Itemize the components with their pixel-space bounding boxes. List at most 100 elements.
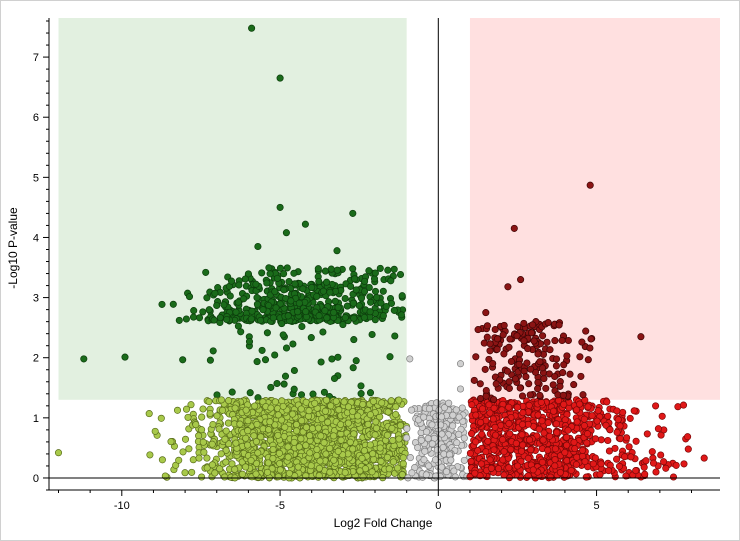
data-point-up-not-significant xyxy=(580,422,588,430)
data-point-significant-down xyxy=(273,274,281,282)
data-point-significant-up xyxy=(520,319,528,327)
data-point-significant-down xyxy=(276,203,284,211)
data-point-neutral xyxy=(450,467,458,475)
y-tick-label: 7 xyxy=(33,52,39,64)
data-point-down-not-significant xyxy=(254,449,262,457)
data-point-up-not-significant xyxy=(632,467,640,475)
data-point-up-not-significant xyxy=(684,445,692,453)
data-point-up-not-significant xyxy=(484,437,492,445)
data-point-significant-down xyxy=(271,351,279,359)
data-point-down-not-significant xyxy=(340,398,348,406)
data-point-neutral xyxy=(438,430,446,438)
data-point-up-not-significant xyxy=(544,419,552,427)
data-point-significant-up xyxy=(586,344,594,352)
data-point-significant-down xyxy=(265,264,273,272)
data-point-significant-down xyxy=(254,242,262,251)
data-point-significant-up xyxy=(527,365,535,373)
data-point-up-not-significant xyxy=(518,420,527,429)
data-point-down-not-significant xyxy=(195,454,203,462)
data-point-significant-down xyxy=(258,346,266,354)
data-point-up-not-significant xyxy=(560,400,568,409)
data-point-down-not-significant xyxy=(181,435,190,443)
data-point-up-not-significant xyxy=(478,430,486,438)
data-point-significant-up xyxy=(534,350,542,358)
data-point-down-not-significant xyxy=(335,406,343,414)
data-point-significant-down xyxy=(276,74,284,82)
data-point-up-not-significant xyxy=(597,460,605,468)
data-point-up-not-significant xyxy=(576,400,584,408)
data-point-significant-down xyxy=(252,280,260,288)
data-point-up-not-significant xyxy=(589,460,597,468)
data-point-down-not-significant xyxy=(231,465,239,473)
data-point-significant-down xyxy=(227,277,236,285)
data-point-significant-down xyxy=(370,275,379,283)
y-axis-title: -Log10 P-value xyxy=(6,207,20,289)
data-point-up-not-significant xyxy=(572,460,580,469)
data-point-significant-down xyxy=(267,383,275,391)
data-point-up-not-significant xyxy=(477,460,485,468)
data-point-significant-down xyxy=(349,299,357,307)
data-point-down-not-significant xyxy=(318,415,326,423)
data-point-down-not-significant xyxy=(359,473,367,481)
data-point-significant-up xyxy=(534,378,542,387)
data-point-significant-down xyxy=(321,307,329,315)
data-point-significant-down xyxy=(357,294,366,302)
data-point-significant-up xyxy=(556,382,564,390)
data-point-up-not-significant xyxy=(556,468,564,477)
data-point-significant-down xyxy=(387,277,395,285)
data-point-up-not-significant xyxy=(529,466,537,474)
data-point-significant-up xyxy=(470,376,478,384)
data-point-down-not-significant xyxy=(181,469,189,477)
data-point-up-not-significant xyxy=(466,449,474,457)
data-point-significant-down xyxy=(211,289,219,297)
data-point-significant-down xyxy=(266,270,274,278)
data-point-significant-down xyxy=(320,388,328,396)
data-point-significant-down xyxy=(175,316,183,324)
data-point-down-not-significant xyxy=(199,438,207,446)
data-point-up-not-significant xyxy=(467,457,475,465)
data-point-down-not-significant xyxy=(321,407,329,415)
data-point-up-not-significant xyxy=(625,443,633,451)
data-point-significant-up xyxy=(540,375,548,383)
data-point-neutral xyxy=(452,406,460,414)
data-point-down-not-significant xyxy=(314,424,322,432)
data-point-up-not-significant xyxy=(642,457,650,465)
data-point-significant-down xyxy=(331,297,339,305)
data-point-up-not-significant xyxy=(632,437,640,445)
data-point-up-not-significant xyxy=(486,456,494,464)
data-point-significant-up xyxy=(524,345,532,353)
data-point-significant-up xyxy=(544,319,552,327)
data-point-down-not-significant xyxy=(356,467,364,475)
data-point-up-not-significant xyxy=(551,456,559,464)
data-point-up-not-significant xyxy=(538,417,546,425)
data-point-significant-up xyxy=(566,370,574,378)
data-point-significant-down xyxy=(366,389,375,397)
data-point-significant-down xyxy=(327,265,335,273)
data-point-significant-down xyxy=(328,355,336,363)
data-point-up-not-significant xyxy=(489,415,497,423)
data-point-down-not-significant xyxy=(242,463,250,471)
data-point-significant-down xyxy=(244,270,252,278)
data-point-significant-down xyxy=(253,358,261,366)
y-tick-label: 1 xyxy=(33,413,39,425)
data-point-significant-down xyxy=(313,292,321,301)
data-point-significant-up xyxy=(482,392,490,400)
data-point-significant-down xyxy=(199,308,207,316)
data-point-up-not-significant xyxy=(525,436,534,444)
data-point-up-not-significant xyxy=(564,426,572,434)
data-point-significant-up xyxy=(552,362,560,370)
data-point-significant-up xyxy=(529,321,537,329)
data-point-significant-up xyxy=(486,340,494,348)
data-point-significant-down xyxy=(295,299,303,307)
data-point-up-not-significant xyxy=(505,420,513,428)
data-point-significant-up xyxy=(481,365,489,373)
data-point-significant-up xyxy=(516,384,524,392)
data-point-significant-down xyxy=(271,288,279,296)
data-point-significant-down xyxy=(379,312,387,320)
data-point-down-not-significant xyxy=(399,460,407,468)
data-point-neutral xyxy=(425,405,433,413)
data-point-down-not-significant xyxy=(221,473,229,481)
data-point-significant-down xyxy=(189,313,198,321)
data-point-significant-up xyxy=(586,181,594,189)
data-point-significant-down xyxy=(377,299,385,307)
